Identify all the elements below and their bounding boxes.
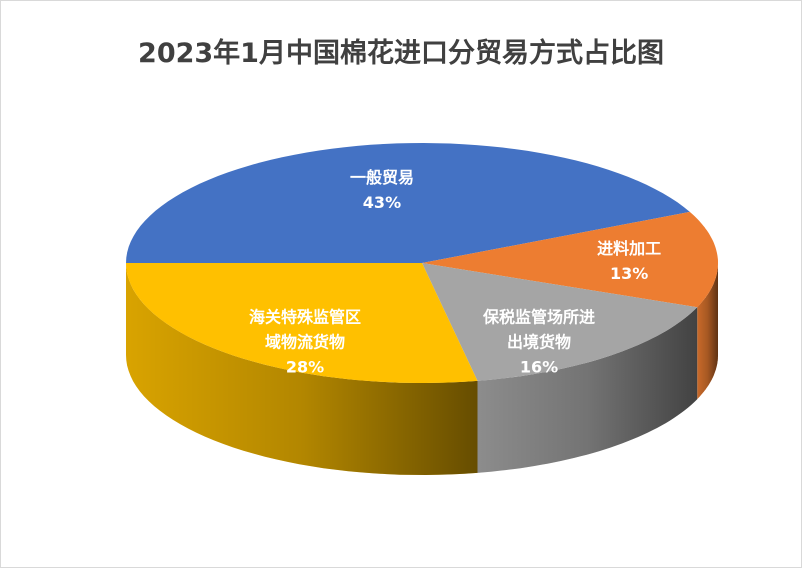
slice-value: 16% (519, 357, 559, 377)
slice (422, 263, 698, 381)
slice (422, 211, 718, 308)
data-label: 保税监管场所进出境货物 16% (474, 305, 604, 380)
chart-title: 2023年1月中国棉花进口分贸易方式占比图 (138, 38, 664, 69)
slice-value: 28% (285, 357, 325, 377)
slice-name: 保税监管场所进出境货物 (482, 307, 595, 352)
slice-side-shade (126, 263, 478, 475)
slice-name: 进料加工 (597, 238, 662, 258)
slice-name: 海关特殊监管区域物流货物 (249, 307, 362, 352)
slice (126, 143, 690, 263)
data-label: 进料加工 13% (564, 236, 694, 286)
slice-name: 一般贸易 (349, 168, 414, 188)
slice-side-shade (477, 307, 698, 473)
slice-value: 43% (362, 193, 402, 213)
slice-side-shade (697, 263, 718, 400)
slice-value: 13% (609, 263, 649, 283)
slice (126, 263, 478, 383)
data-label: 海关特殊监管区域物流货物 28% (240, 305, 370, 380)
data-label: 一般贸易 43% (317, 165, 447, 215)
